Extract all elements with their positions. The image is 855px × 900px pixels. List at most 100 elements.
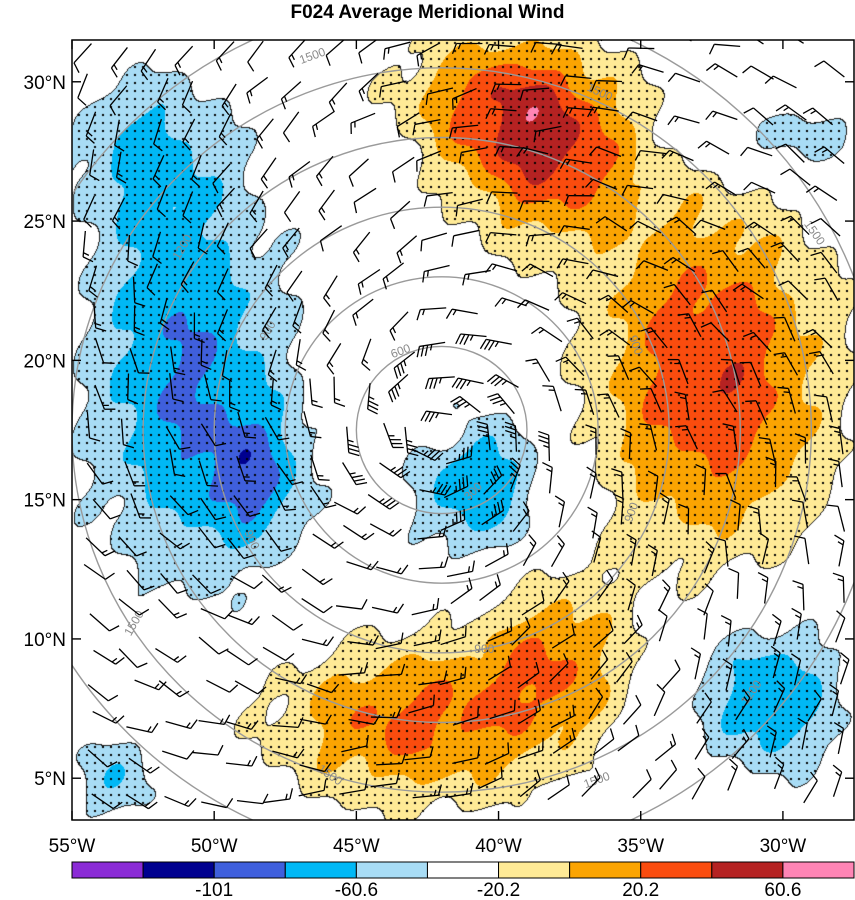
wind-barb [661,149,694,162]
distance-ring [72,67,812,793]
wind-barb [490,83,522,95]
lat-tick-label: 30°N [24,73,66,94]
wind-barb [563,195,595,207]
wind-barb [639,423,658,451]
wind-barb [229,381,241,412]
wind-barb [494,145,526,157]
wind-barb [803,771,818,804]
wind-barb [203,374,222,402]
wind-barb [773,316,796,342]
wind-barb [383,422,404,449]
wind-barb [367,494,400,510]
wind-barb [549,653,569,683]
wind-barb [404,746,434,761]
wind-barb [348,158,369,187]
wind-barb [581,767,601,797]
wind-barb [391,156,415,183]
wind-barb [517,739,544,760]
wind-barb [712,389,738,413]
wind-barb [663,256,696,273]
wind-barb [425,87,454,105]
distance-ring [355,345,528,515]
wind-barb [696,692,712,724]
wind-barb [367,383,379,415]
wind-barb [389,200,411,230]
wind-barb [264,788,294,804]
wind-barb [276,462,303,486]
wind-barb [592,728,615,756]
wind-barb [379,80,407,98]
wind-barb [745,400,768,425]
wind-barb [445,308,478,319]
wind-barb [586,466,597,499]
wind-barb [109,85,128,116]
wind-barb [586,269,619,280]
wind-barb [216,187,236,218]
wind-barb [690,647,702,680]
wind-barb [451,87,477,110]
wind-barb [450,577,473,605]
wind-barb [494,297,527,307]
wind-barb [218,113,232,146]
wind-barb [87,684,119,702]
wind-barb [322,309,336,342]
wind-barb [451,377,484,390]
wind-barb [833,722,845,755]
wind-barb [771,613,782,647]
wind-barb [517,299,550,311]
wind-barb [347,635,379,646]
wind-barb [626,578,636,611]
wind-barb [282,227,300,258]
wind-barb [485,231,517,243]
wind-barb [312,533,344,549]
wind-barb [694,728,710,760]
wind-barb [227,537,255,560]
wind-barb [516,146,549,157]
wind-barb [588,687,604,720]
wind-barb [662,659,681,690]
wind-barb [443,475,469,499]
wind-barb [555,356,585,377]
wind-barb [708,43,741,55]
wind-barb [587,506,598,539]
wind-barb [744,221,776,238]
wind-barb [346,560,379,571]
wind-barb [551,623,575,649]
wind-barb [814,146,845,164]
wind-barb [265,529,292,552]
wind-barb [485,108,517,120]
wind-barb [476,420,491,451]
wind-barb [521,263,554,278]
wind-barb [444,782,474,799]
wind-barb [481,499,505,526]
wind-barb [722,658,733,691]
wind-barb [153,119,163,152]
wind-barb [764,75,797,89]
wind-barb [412,118,441,136]
wind-barb [634,150,667,161]
wind-barb [350,112,376,135]
wind-barb [215,41,235,71]
wind-barb [92,710,125,724]
wind-barb [598,294,629,314]
colorbar-swatch [71,861,144,879]
wind-barb [656,193,689,204]
wind-barb [743,107,774,126]
wind-barb [318,189,335,221]
wind-barb [226,649,258,666]
wind-barb [489,699,516,720]
wind-barb [483,465,503,495]
wind-barb [647,470,659,503]
wind-barb [773,352,799,376]
wind-barb [371,603,405,614]
wind-barb [616,651,633,683]
wind-barb [165,719,198,730]
wind-barb [299,714,332,725]
wind-barb [550,535,565,567]
wind-barb [201,797,234,809]
wind-barb [157,77,169,111]
wind-barb [182,191,194,224]
wind-barb [712,250,739,273]
wind-barb [451,229,480,247]
colorbar-label: -101 [195,880,233,900]
